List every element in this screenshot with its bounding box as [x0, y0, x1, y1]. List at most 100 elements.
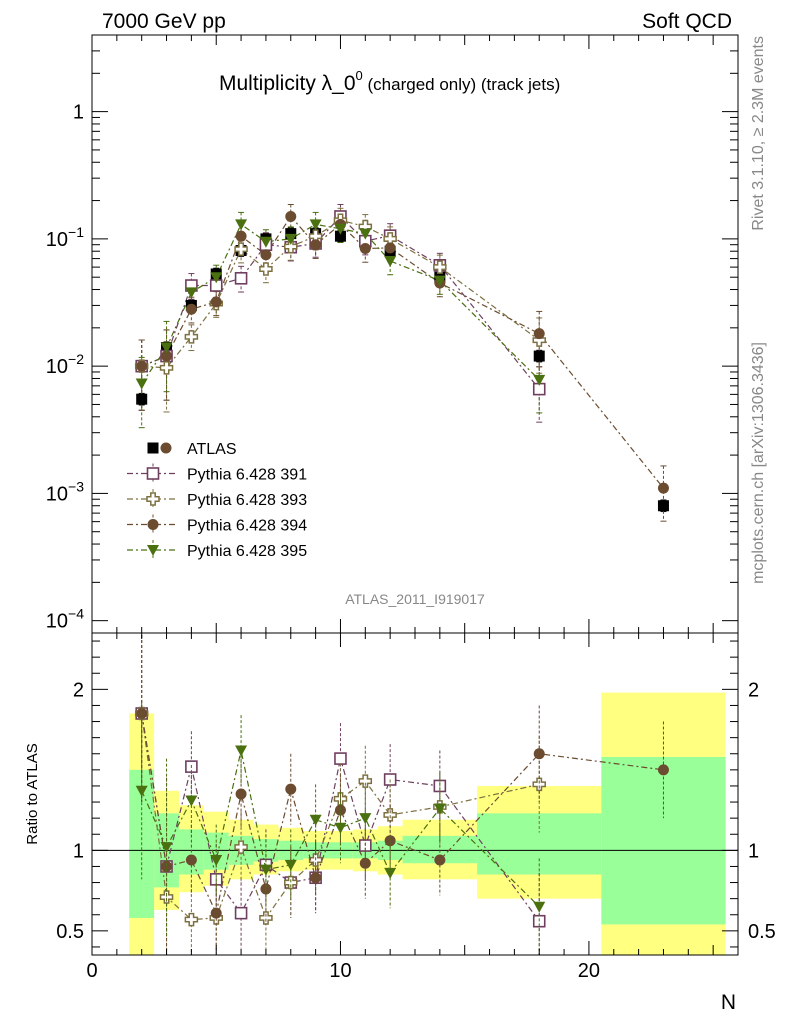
- analysis-id: ATLAS_2011_I919017: [345, 591, 485, 607]
- data-point-2-5: [259, 262, 273, 276]
- data-point-1-4: [234, 272, 248, 285]
- y-tick-label-1: 1: [73, 102, 84, 124]
- data-point-2-4: [234, 242, 248, 256]
- ratio-point-3-7: [309, 814, 322, 826]
- legend-marker-2: [146, 492, 160, 506]
- data-point-2-2: [184, 330, 199, 344]
- ratio-point-2-2: [185, 854, 197, 866]
- ratio-point-2-13: [657, 764, 669, 776]
- x-tick-label-20: 20: [578, 960, 600, 982]
- data-point-4-9: [359, 228, 372, 240]
- main-plot: [134, 203, 669, 522]
- ratio-point-2-11: [434, 854, 446, 866]
- y-tick-label-0.1: 10−1: [46, 224, 84, 251]
- x-axis-label: N: [721, 991, 736, 1014]
- data-point-3-5: [260, 249, 272, 261]
- data-point-0-12: [533, 350, 545, 362]
- band-stat-13: [601, 756, 726, 925]
- data-point-4-5: [259, 236, 272, 248]
- ratio-point-1-12: [532, 777, 546, 792]
- data-point-3-3: [210, 296, 222, 308]
- header-right: Soft QCD: [642, 10, 732, 33]
- data-point-2-11: [433, 260, 447, 274]
- ratio-point-1-6: [284, 875, 298, 890]
- chart-title-tail: (charged only) (track jets): [363, 75, 560, 94]
- data-point-2-1: [159, 361, 174, 375]
- legend-label-0: ATLAS: [187, 441, 237, 458]
- data-point-4-2: [185, 287, 198, 299]
- ratio-point-3-3: [210, 855, 223, 867]
- ratio-point-1-10: [383, 808, 397, 822]
- ratio-point-3-2: [185, 795, 198, 807]
- data-point-0-6: [285, 228, 297, 240]
- ratio-point-1-2: [184, 912, 199, 927]
- ratio-point-3-9: [359, 813, 372, 825]
- data-point-4-10: [384, 256, 397, 268]
- data-point-0-0: [136, 393, 148, 405]
- ratio-point-0-8: [334, 752, 347, 765]
- ratio-ylabel: Ratio to ATLAS: [24, 743, 41, 844]
- data-point-3-2: [185, 303, 197, 315]
- x-tick-label-0: 0: [86, 960, 97, 982]
- legend-marker-4: [147, 545, 159, 556]
- ratio-point-2-5: [260, 883, 272, 895]
- data-point-4-6: [284, 233, 297, 245]
- y-tick-label-0.0001: 10−4: [46, 606, 84, 633]
- data-point-4-11: [433, 275, 446, 287]
- chart-title-main: Multiplicity λ_0: [219, 72, 356, 95]
- ratio-point-0-4: [234, 906, 248, 920]
- data-point-4-12: [533, 374, 546, 386]
- ratio-point-3-12: [533, 901, 546, 913]
- legend-marker-atlas-dot: [160, 442, 172, 454]
- data-point-4-4: [235, 219, 248, 231]
- data-point-3-7: [310, 239, 322, 251]
- ratio-point-1-9: [358, 774, 373, 788]
- ratio-tick-label-right-2: 2: [748, 679, 759, 701]
- chart-title-sup: 0: [356, 68, 363, 83]
- data-point-4-0: [135, 378, 148, 390]
- data-point-3-6: [285, 210, 297, 222]
- data-point-4-8: [334, 223, 347, 235]
- ratio-point-3-5: [259, 864, 272, 876]
- ratio-point-2-10: [384, 835, 396, 847]
- ratio-point-3-8: [334, 822, 347, 834]
- data-point-3-9: [359, 243, 371, 255]
- ratio-tick-label-left-1: 1: [73, 840, 84, 862]
- ratio-point-2-3: [210, 907, 222, 919]
- data-point-3-4: [235, 230, 247, 242]
- ratio-tick-label-right-0.5: 0.5: [748, 921, 776, 943]
- chart-title: Multiplicity λ_00 (charged only) (track …: [219, 68, 560, 95]
- data-point-0-13: [657, 500, 669, 512]
- ratio-point-3-0: [135, 785, 148, 797]
- legend-marker-3: [147, 519, 159, 530]
- ratio-point-1-1: [159, 890, 174, 904]
- ratio-point-2-6: [285, 783, 297, 795]
- ratio-point-3-6: [284, 859, 297, 871]
- legend-label-4: Pythia 6.428 395: [187, 543, 307, 560]
- legend-marker-atlas: [147, 442, 159, 454]
- y-tick-label-0.01: 10−2: [46, 351, 84, 378]
- data-point-4-1: [160, 342, 173, 354]
- y-tick-label-0.001: 10−3: [46, 478, 84, 505]
- ratio-point-1-5: [259, 911, 273, 925]
- data-point-3-12: [533, 328, 545, 340]
- header-left: 7000 GeV pp: [102, 10, 226, 33]
- data-point-4-3: [210, 272, 223, 284]
- ratio-point-3-10: [384, 867, 397, 879]
- ratio-point-2-4: [235, 788, 247, 800]
- data-point-3-1: [161, 350, 173, 362]
- ratio-plot: [134, 633, 669, 955]
- legend-label-1: Pythia 6.428 391: [187, 467, 307, 484]
- legend-marker-1: [146, 467, 160, 480]
- legend: ATLAS Pythia 6.428 391 Pythia 6.428 393 Pyt…: [127, 441, 307, 560]
- ratio-point-2-7: [310, 872, 322, 884]
- legend-label-3: Pythia 6.428 394: [187, 518, 307, 535]
- data-point-2-6: [284, 239, 298, 254]
- ratio-point-3-4: [235, 745, 248, 757]
- series-line-4: [141, 223, 540, 384]
- data-point-3-0: [136, 360, 148, 372]
- ratio-point-2-12: [533, 748, 545, 760]
- x-tick-label-10: 10: [329, 960, 351, 982]
- data-point-4-7: [309, 219, 322, 231]
